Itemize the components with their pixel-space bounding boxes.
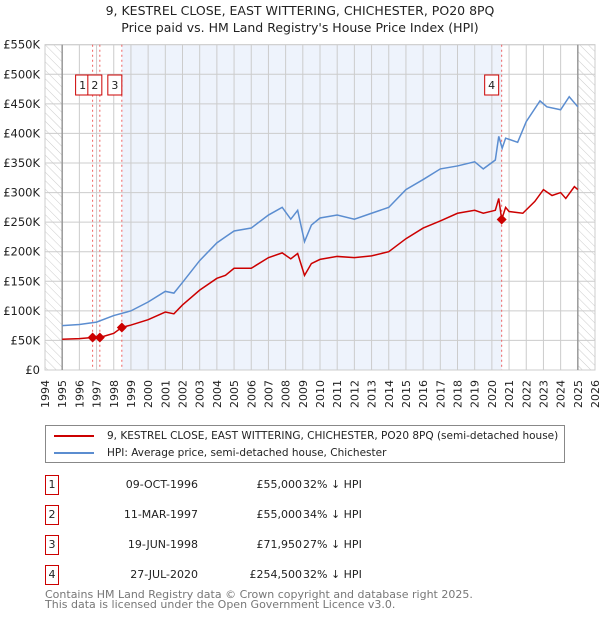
x-tick-label: 2014: [383, 380, 396, 408]
y-tick-label: £250K: [3, 215, 40, 229]
sale-point: [87, 332, 98, 343]
x-tick-label: 2004: [211, 380, 224, 408]
property-price-line: [62, 185, 579, 340]
footer: Contains HM Land Registry data © Crown c…: [45, 588, 473, 611]
chart-title: 9, KESTREL CLOSE, EAST WITTERING, CHICHE…: [105, 3, 495, 18]
sale-price: £71,950: [256, 538, 303, 551]
sale-date: 27-JUL-2020: [130, 568, 198, 581]
y-tick-label: £350K: [3, 156, 40, 170]
y-tick-label: £550K: [3, 38, 40, 52]
sale-number: 3: [45, 535, 59, 555]
x-tick-label: 2021: [503, 380, 516, 408]
chart-subtitle: Price paid vs. HM Land Registry's House …: [121, 20, 479, 35]
x-tick-label: 2000: [142, 380, 155, 408]
sale-label: 3: [111, 79, 118, 92]
x-tick-label: 2018: [452, 380, 465, 408]
sale-number: 4: [45, 565, 59, 585]
x-tick-label: 1995: [56, 380, 69, 408]
sale-row: 2 11-MAR-1997 £55,000 34% ↓ HPI: [45, 505, 445, 525]
y-tick-label: £300K: [3, 186, 40, 200]
footer-licence: This data is licensed under the Open Gov…: [45, 598, 396, 611]
sale-row: 1 09-OCT-1996 £55,000 32% ↓ HPI: [45, 475, 445, 495]
x-tick-label: 1994: [39, 380, 52, 408]
x-tick-label: 2016: [417, 380, 430, 408]
x-tick-label: 2009: [297, 380, 310, 408]
y-tick-label: £100K: [3, 304, 40, 318]
x-tick-label: 2006: [245, 380, 258, 408]
sale-date: 09-OCT-1996: [125, 478, 198, 491]
legend-swatch-hpi: [54, 452, 94, 454]
sale-point: [496, 214, 507, 225]
sale-label: 1: [79, 79, 86, 92]
y-tick-label: £500K: [3, 67, 40, 81]
x-tick-label: 1997: [91, 380, 104, 408]
sale-label-box: [484, 74, 500, 96]
y-tick-label: £0: [25, 363, 40, 377]
shaded-period: [121, 44, 502, 370]
x-tick-label: 2024: [555, 380, 568, 408]
hatch-after-data: [577, 44, 595, 370]
x-tick-label: 2011: [331, 380, 344, 408]
sale-price: £55,000: [256, 508, 303, 521]
x-tick-label: 1996: [73, 380, 86, 408]
x-tick-label: 2005: [228, 380, 241, 408]
sale-price: £254,500: [249, 568, 303, 581]
sale-number: 1: [45, 475, 59, 495]
legend-label-hpi: HPI: Average price, semi-detached house,…: [107, 447, 387, 459]
sale-price: £55,000: [256, 478, 303, 491]
x-tick-label: 2001: [159, 380, 172, 408]
legend-swatch-property: [54, 435, 94, 437]
sale-label: 2: [91, 79, 98, 92]
x-tick-label: 1999: [125, 380, 138, 408]
sale-point: [94, 332, 105, 343]
sale-number: 2: [45, 505, 59, 525]
sale-date: 11-MAR-1997: [123, 508, 198, 521]
y-tick-label: £200K: [3, 245, 40, 259]
x-tick-label: 2025: [572, 380, 585, 408]
x-tick-label: 2020: [486, 380, 499, 408]
x-tick-label: 2007: [262, 380, 275, 408]
sale-label-box: [87, 74, 103, 96]
sale-date: 19-JUN-1998: [127, 538, 198, 551]
sale-hpi-diff: 32% ↓ HPI: [303, 478, 362, 491]
legend-label-property: 9, KESTREL CLOSE, EAST WITTERING, CHICHE…: [107, 430, 559, 442]
sale-row: 3 19-JUN-1998 £71,950 27% ↓ HPI: [45, 535, 445, 555]
x-tick-label: 2026: [589, 380, 600, 408]
y-tick-label: £450K: [3, 97, 40, 111]
x-tick-label: 2008: [280, 380, 293, 408]
x-tick-label: 2012: [348, 380, 361, 408]
x-tick-label: 2010: [314, 380, 327, 408]
x-tick-label: 2023: [537, 380, 550, 408]
sale-label: 4: [488, 79, 495, 92]
sale-hpi-diff: 27% ↓ HPI: [303, 538, 362, 551]
footer-copyright: Contains HM Land Registry data © Crown c…: [45, 588, 473, 601]
x-tick-label: 1998: [108, 380, 121, 408]
legend: 9, KESTREL CLOSE, EAST WITTERING, CHICHE…: [45, 425, 565, 463]
sale-row: 4 27-JUL-2020 £254,500 32% ↓ HPI: [45, 565, 445, 585]
y-tick-label: £400K: [3, 126, 40, 140]
hatch-before-data: [45, 44, 63, 370]
y-tick-label: £150K: [3, 274, 40, 288]
sale-hpi-diff: 34% ↓ HPI: [303, 508, 362, 521]
x-tick-label: 2019: [469, 380, 482, 408]
sale-label-box: [107, 74, 123, 96]
x-tick-label: 2013: [366, 380, 379, 408]
x-tick-label: 2015: [400, 380, 413, 408]
sale-hpi-diff: 32% ↓ HPI: [303, 568, 362, 581]
x-tick-label: 2002: [177, 380, 190, 408]
y-tick-label: £50K: [11, 333, 41, 347]
x-tick-label: 2017: [434, 380, 447, 408]
x-tick-label: 2003: [194, 380, 207, 408]
sale-point: [116, 322, 127, 333]
hpi-line: [62, 95, 579, 327]
x-tick-label: 2022: [520, 380, 533, 408]
price-chart: 1994 1995 1996 1997 1998 1999 2000 2001 2002 2003…: [3, 38, 600, 408]
